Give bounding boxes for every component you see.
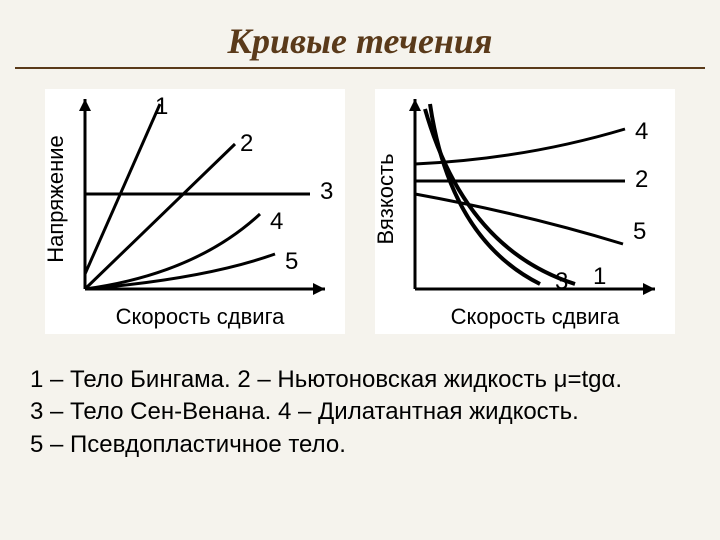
x-axis-label: Скорость сдвига bbox=[451, 304, 620, 329]
y-axis-label: Напряжение bbox=[45, 135, 68, 263]
chart-bg bbox=[375, 89, 675, 334]
legend-line: 3 – Тело Сен-Венана. 4 – Дилатантная жид… bbox=[30, 396, 690, 428]
charts-container: 12345 Напряжение Скорость сдвига 42513 В… bbox=[0, 89, 720, 339]
page-title: Кривые течения bbox=[0, 0, 720, 67]
legend-line: 1 – Тело Бингама. 2 – Ньютоновская жидко… bbox=[30, 364, 690, 396]
curve-label-1: 1 bbox=[593, 263, 606, 290]
chart-left: 1 2 3 45 Напряжение Скорость сдвига bbox=[45, 89, 345, 339]
chart-right: 4 2 513 Вязкость Скорость сдвига bbox=[375, 89, 675, 339]
y-axis-label: Вязкость bbox=[375, 153, 398, 244]
curve-label-3: 3 bbox=[320, 178, 333, 205]
chart-left-svg: 1 2 3 45 Напряжение Скорость сдвига bbox=[45, 89, 345, 334]
curve-label-4: 4 bbox=[635, 118, 648, 145]
curve-label-4: 4 bbox=[270, 208, 283, 235]
curve-label-5: 5 bbox=[285, 248, 298, 275]
curve-label-5: 5 bbox=[633, 218, 646, 245]
curve-label-1: 1 bbox=[155, 93, 168, 120]
curve-label-3: 3 bbox=[555, 268, 568, 295]
title-underline bbox=[15, 67, 705, 69]
curve-label-2: 2 bbox=[635, 166, 648, 193]
x-axis-label: Скорость сдвига bbox=[116, 304, 285, 329]
chart-bg bbox=[45, 89, 345, 334]
legend: 1 – Тело Бингама. 2 – Ньютоновская жидко… bbox=[0, 339, 720, 461]
chart-right-svg: 4 2 513 Вязкость Скорость сдвига bbox=[375, 89, 675, 334]
curve-label-2: 2 bbox=[240, 130, 253, 157]
legend-line: 5 – Псевдопластичное тело. bbox=[30, 429, 690, 461]
